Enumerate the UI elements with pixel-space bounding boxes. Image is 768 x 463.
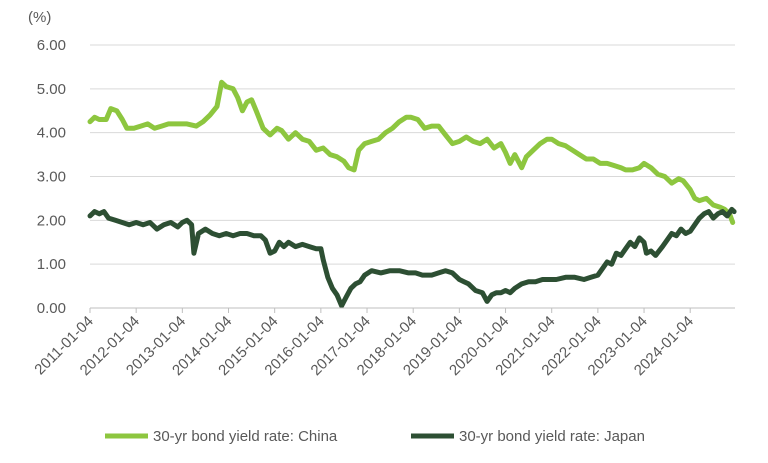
y-tick-label: 5.00 <box>37 81 66 98</box>
y-tick-label: 1.00 <box>37 256 66 273</box>
y-tick-label: 6.00 <box>37 37 66 54</box>
series-line-japan <box>87 206 737 309</box>
y-tick-label: 3.00 <box>37 169 66 186</box>
legend-label-china: 30-yr bond yield rate: China <box>153 428 338 445</box>
series-lines <box>87 79 737 309</box>
legend-item-china[interactable]: 30-yr bond yield rate: China <box>105 428 338 445</box>
gridlines <box>90 44 735 265</box>
legend-item-japan[interactable]: 30-yr bond yield rate: Japan <box>411 428 645 445</box>
y-axis-unit-label: (%) <box>28 9 51 26</box>
x-axis-ticks: 2011-01-042012-01-042013-01-042014-01-04… <box>31 308 697 379</box>
y-tick-label: 2.00 <box>37 212 66 229</box>
legend: 30-yr bond yield rate: China 30-yr bond … <box>105 428 645 445</box>
legend-label-japan: 30-yr bond yield rate: Japan <box>459 428 645 445</box>
y-tick-label: 4.00 <box>37 125 66 142</box>
y-axis-ticks: 0.00 1.00 2.00 3.00 4.00 5.00 6.00 <box>37 37 66 317</box>
y-tick-label: 0.00 <box>37 300 66 317</box>
series-line-china <box>87 79 736 225</box>
